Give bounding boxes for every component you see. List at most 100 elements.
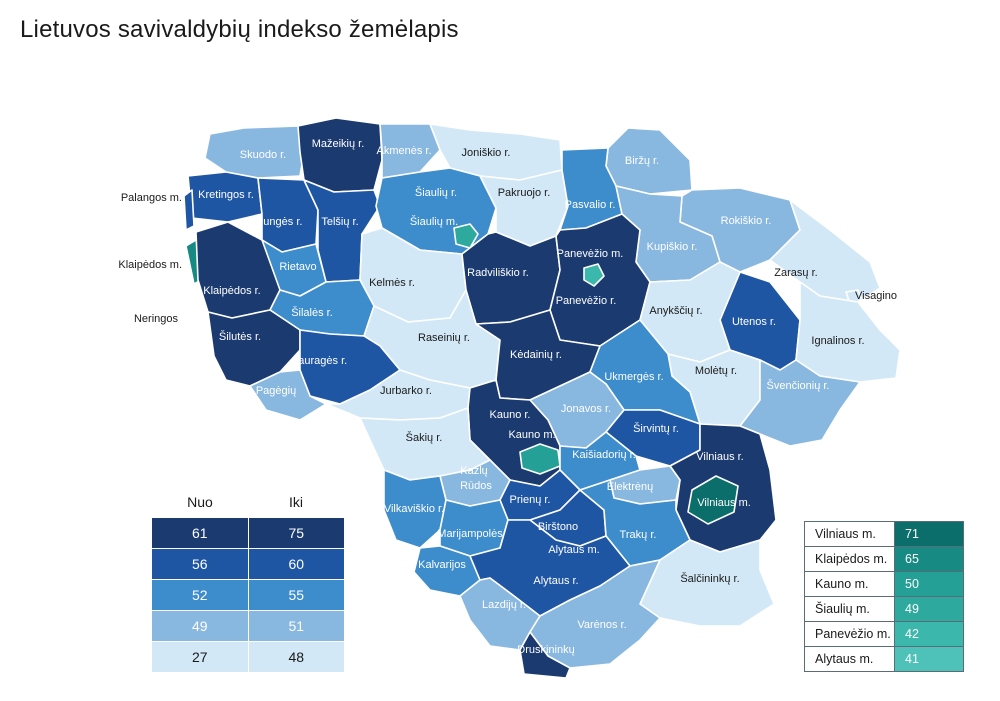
label-kelme: Kelmės r. bbox=[369, 277, 415, 289]
region-siauliai-m[interactable] bbox=[453, 223, 479, 249]
label-prienai: Prienų r. bbox=[510, 494, 551, 506]
label-salcininkai: Šalčininkų r. bbox=[680, 572, 739, 585]
legend-to: 75 bbox=[248, 518, 344, 548]
label-skuodas: Skuodo r. bbox=[240, 149, 286, 161]
label-kazlu-ruda-1: Kazlų bbox=[460, 465, 488, 477]
label-utena: Utenos r. bbox=[732, 316, 776, 328]
label-panevezys-r: Panevėžio r. bbox=[556, 295, 617, 307]
region-mazeikiai[interactable] bbox=[297, 117, 383, 193]
city-name: Vilniaus m. bbox=[805, 522, 895, 546]
legend-from: 56 bbox=[152, 549, 249, 579]
label-alytus-m: Alytaus m. bbox=[548, 544, 599, 556]
city-value: 42 bbox=[895, 622, 963, 646]
legend-row: 56 60 bbox=[152, 549, 344, 579]
label-sakiai: Šakių r. bbox=[406, 431, 443, 444]
label-alytus-r: Alytaus r. bbox=[533, 575, 578, 587]
label-siauliai-r: Šiaulių r. bbox=[415, 186, 457, 199]
label-pagegiai: Pagėgių bbox=[256, 385, 296, 397]
label-kazlu-ruda-2: Rūdos bbox=[460, 480, 492, 492]
region-svencionys[interactable] bbox=[739, 359, 861, 447]
city-name: Kauno m. bbox=[805, 572, 895, 596]
label-sirvintos: Širvintų r. bbox=[633, 422, 679, 435]
label-pakruojis: Pakruojo r. bbox=[498, 187, 551, 199]
label-ukmerge: Ukmergės r. bbox=[604, 371, 663, 383]
label-zarasai: Zarasų r. bbox=[774, 267, 817, 279]
city-name: Panevėžio m. bbox=[805, 622, 895, 646]
label-kedainiai: Kėdainių r. bbox=[510, 349, 562, 361]
legend-row: 61 75 bbox=[152, 518, 344, 548]
label-joniskis: Joniškio r. bbox=[462, 147, 511, 159]
legend-header: Nuo Iki bbox=[152, 494, 344, 518]
region-druskininkai[interactable] bbox=[519, 631, 571, 679]
label-siauliai-m: Šiaulių m. bbox=[410, 215, 458, 228]
label-jonava: Jonavos r. bbox=[561, 403, 611, 415]
region-palanga[interactable] bbox=[183, 189, 195, 231]
region-vilnius-m[interactable] bbox=[687, 475, 739, 525]
legend-row: 52 55 bbox=[152, 580, 344, 610]
label-taurage: Tauragės r. bbox=[293, 355, 347, 367]
region-pagegiai[interactable] bbox=[249, 369, 327, 421]
label-kaunas-m: Kauno m. bbox=[508, 429, 555, 441]
label-kaunas-r: Kauno r. bbox=[490, 409, 531, 421]
city-value: 50 bbox=[895, 572, 963, 596]
label-kalvarija: Kalvarijos bbox=[418, 559, 466, 571]
label-lazdijai: Lazdijų r. bbox=[482, 599, 526, 611]
region-ignalina[interactable] bbox=[795, 281, 901, 383]
label-neringa: Neringos bbox=[134, 313, 179, 325]
legend-to: 60 bbox=[248, 549, 344, 579]
label-pasvalys: Pasvalio r. bbox=[565, 199, 616, 211]
label-rietavas: Rietavo bbox=[279, 261, 316, 273]
label-radviliskis: Radviliškio r. bbox=[467, 267, 529, 279]
region-panevezys-m[interactable] bbox=[583, 263, 605, 287]
label-vilkaviskis: Vilkaviškio r. bbox=[384, 503, 444, 515]
city-name: Alytaus m. bbox=[805, 647, 895, 671]
city-name: Klaipėdos m. bbox=[805, 547, 895, 571]
label-visaginas: Visagino bbox=[855, 290, 897, 302]
label-ignalina: Ignalinos r. bbox=[811, 335, 864, 347]
region-silute[interactable] bbox=[207, 309, 301, 387]
city-row: Šiaulių m. 49 bbox=[805, 597, 963, 622]
label-kupiskis: Kupiškio r. bbox=[647, 241, 698, 253]
label-anyksciai: Anykščių r. bbox=[649, 305, 702, 317]
label-kaisiadorys: Kaišiadorių r. bbox=[572, 449, 636, 461]
label-birzai: Biržų r. bbox=[625, 155, 659, 167]
legend-to: 55 bbox=[248, 580, 344, 610]
label-klaipeda-m: Klaipėdos m. bbox=[118, 259, 182, 271]
legend-from: 61 bbox=[152, 518, 249, 548]
region-trakai[interactable] bbox=[579, 479, 691, 567]
label-vilnius-r: Vilniaus r. bbox=[696, 451, 744, 463]
legend-from: 49 bbox=[152, 611, 249, 641]
label-klaipeda-r: Klaipėdos r. bbox=[203, 285, 260, 297]
region-skuodas[interactable] bbox=[204, 125, 305, 179]
label-varena: Varėnos r. bbox=[577, 619, 626, 631]
legend-from: 52 bbox=[152, 580, 249, 610]
label-elektrenai: Elektrėnų bbox=[607, 481, 653, 493]
legend-table: Nuo Iki 61 75 56 60 52 55 49 51 27 48 bbox=[152, 494, 344, 673]
city-value: 71 bbox=[895, 522, 963, 546]
legend-header-from: Nuo bbox=[187, 494, 213, 510]
city-value: 65 bbox=[895, 547, 963, 571]
city-index-table: Vilniaus m. 71 Klaipėdos m. 65 Kauno m. 50 … bbox=[804, 521, 964, 672]
label-marijampole: Marijampolės bbox=[437, 528, 503, 540]
legend-row: 27 48 bbox=[152, 642, 344, 672]
label-palanga: Palangos m. bbox=[121, 192, 182, 204]
label-vilnius-m: Vilniaus m. bbox=[697, 497, 751, 509]
city-row: Panevėžio m. 42 bbox=[805, 622, 963, 647]
legend-to: 48 bbox=[248, 642, 344, 672]
label-kretinga: Kretingos r. bbox=[198, 189, 254, 201]
label-raseiniai: Raseinių r. bbox=[418, 332, 470, 344]
label-moletai: Molėtų r. bbox=[695, 365, 737, 377]
legend-from: 27 bbox=[152, 642, 249, 672]
city-row: Kauno m. 50 bbox=[805, 572, 963, 597]
legend-header-to: Iki bbox=[289, 494, 303, 510]
label-panevezys-m: Panevėžio m. bbox=[557, 248, 624, 260]
label-trakai: Trakų r. bbox=[620, 529, 657, 541]
city-row: Alytaus m. 41 bbox=[805, 647, 963, 671]
label-telsiai: Telšių r. bbox=[321, 216, 358, 228]
city-row: Klaipėdos m. 65 bbox=[805, 547, 963, 572]
label-jurbarkas: Jurbarko r. bbox=[380, 385, 432, 397]
page-title: Lietuvos savivaldybių indekso žemėlapis bbox=[20, 16, 459, 43]
legend-row: 49 51 bbox=[152, 611, 344, 641]
city-value: 41 bbox=[895, 647, 963, 671]
